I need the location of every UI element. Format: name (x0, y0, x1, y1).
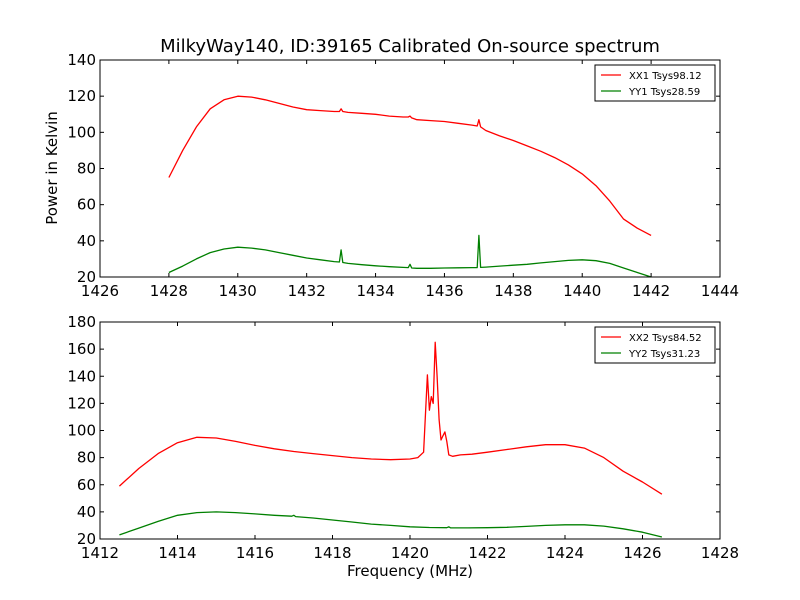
top-x-tick-label: 1444 (701, 282, 739, 300)
top-series-line-2 (168, 234, 652, 278)
bottom-x-tick-label: 1418 (313, 544, 351, 562)
bottom-x-tick-label: 1426 (623, 544, 661, 562)
bottom-series-line-1 (118, 341, 663, 495)
top-x-tick-label: 1434 (356, 282, 394, 300)
top-y-tick-label: 120 (67, 87, 96, 105)
bottom-x-tick-label: 1414 (158, 544, 196, 562)
top-legend-box (594, 64, 716, 102)
bottom-legend: XX2 Tsys84.52 YY2 Tsys31.23 (594, 326, 716, 364)
top-y-tick-label: 20 (77, 268, 96, 286)
top-x-tick-label: 1432 (288, 282, 326, 300)
top-legend-label-2: YY1 Tsys28.59 (628, 87, 700, 98)
top-x-tick-label: 1430 (219, 282, 257, 300)
top-x-tick-label: 1442 (632, 282, 670, 300)
bottom-y-tick-label: 100 (67, 422, 96, 440)
bottom-legend-label-1: XX2 Tsys84.52 (629, 333, 702, 344)
bottom-x-tick-label: 1422 (468, 544, 506, 562)
bottom-series-line-2 (119, 511, 663, 538)
bottom-y-tick-label: 140 (67, 367, 96, 385)
top-series-line-1 (168, 95, 652, 236)
bottom-y-tick-label: 180 (67, 313, 96, 331)
bottom-y-tick-label: 20 (77, 530, 96, 548)
bottom-legend-box (594, 326, 716, 364)
x-axis-label: Frequency (MHz) (347, 562, 473, 580)
top-y-tick-label: 80 (77, 160, 96, 178)
bottom-x-tick-label: 1428 (701, 544, 739, 562)
bottom-y-tick-label: 120 (67, 394, 96, 412)
top-x-tick-label: 1438 (494, 282, 532, 300)
top-x-tick-label: 1428 (150, 282, 188, 300)
bottom-x-tick-label: 1412 (81, 544, 119, 562)
top-panel: 1426 1428 1430 1432 1434 1436 1438 1440 1442 1444… (67, 51, 739, 300)
bottom-legend-label-2: YY2 Tsys31.23 (628, 349, 700, 360)
top-x-tick-label: 1440 (563, 282, 601, 300)
top-legend: XX1 Tsys98.12 YY1 Tsys28.59 (594, 64, 716, 102)
bottom-y-tick-label: 40 (77, 503, 96, 521)
top-y-tick-label: 140 (67, 51, 96, 69)
bottom-x-tick-label: 1424 (546, 544, 584, 562)
top-legend-label-1: XX1 Tsys98.12 (629, 71, 702, 82)
y-axis-label: Power in Kelvin (43, 111, 61, 225)
bottom-x-tick-label: 1416 (236, 544, 274, 562)
bottom-x-tick-label: 1420 (391, 544, 429, 562)
figure-title: MilkyWay140, ID:39165 Calibrated On-sour… (160, 36, 660, 57)
top-y-tick-label: 40 (77, 232, 96, 250)
top-y-tick-label: 100 (67, 123, 96, 141)
bottom-y-tick-label: 80 (77, 449, 96, 467)
bottom-panel: 1412 1414 1416 1418 1420 1422 1424 1426 1428 20 40… (67, 313, 739, 562)
top-x-tick-label: 1426 (81, 282, 119, 300)
bottom-y-tick-label: 160 (67, 340, 96, 358)
top-x-tick-label: 1436 (425, 282, 463, 300)
top-y-tick-label: 60 (77, 196, 96, 214)
bottom-y-tick-label: 60 (77, 476, 96, 494)
